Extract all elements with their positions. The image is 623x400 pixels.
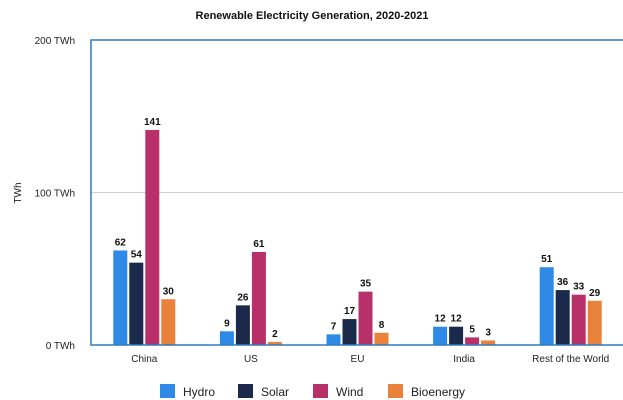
bar [358, 291, 373, 345]
bar [235, 305, 250, 345]
data-label: 35 [360, 279, 372, 290]
y-axis-ticks: 0 TWh 100 TWh 200 TWh [35, 36, 75, 352]
data-label: 36 [557, 277, 569, 288]
bar [342, 319, 357, 345]
data-label: 3 [485, 327, 491, 338]
bar [481, 340, 496, 345]
bar [539, 267, 554, 345]
legend: Hydro Solar Wind Bioenergy [160, 384, 465, 399]
data-label: 51 [541, 254, 553, 265]
data-label: 17 [344, 306, 356, 317]
bar [449, 326, 464, 345]
y-tick-label: 0 TWh [46, 341, 75, 352]
x-axis-ticks: China US EU India Rest of the World [131, 354, 609, 365]
legend-swatch [238, 384, 253, 398]
data-label: 33 [573, 282, 585, 293]
bar [113, 250, 128, 345]
data-label: 62 [115, 237, 127, 248]
legend-swatch [388, 384, 403, 398]
data-label: 26 [237, 292, 249, 303]
chart-title: Renewable Electricity Generation, 2020-2… [196, 10, 429, 22]
bar [555, 290, 570, 345]
data-label: 9 [224, 318, 230, 329]
data-label: 141 [144, 117, 161, 128]
legend-label: Bioenergy [411, 385, 465, 399]
bar [571, 294, 586, 345]
legend-label: Solar [261, 385, 289, 399]
x-tick-label: US [244, 354, 258, 365]
legend-label: Wind [336, 385, 363, 399]
data-label: 5 [469, 324, 475, 335]
data-label: 29 [589, 288, 601, 299]
bar [161, 299, 176, 345]
plot-frame [90, 39, 623, 346]
y-tick-label: 100 TWh [35, 189, 75, 200]
bar [251, 251, 266, 345]
legend-swatch [160, 384, 175, 398]
y-axis-label: TWh [13, 182, 24, 203]
data-label: 12 [451, 314, 463, 325]
y-tick-label: 200 TWh [35, 36, 75, 47]
x-tick-label: China [131, 354, 158, 365]
x-tick-label: EU [351, 354, 365, 365]
data-label: 61 [253, 239, 265, 250]
bar [433, 326, 448, 345]
data-label: 30 [163, 286, 175, 297]
bar [219, 331, 234, 345]
data-label: 8 [379, 320, 385, 331]
bar [465, 337, 480, 345]
bar [374, 332, 389, 345]
bar [587, 300, 602, 345]
data-label: 7 [331, 321, 337, 332]
bars: 62 9 7 12 51 54 26 17 12 36 141 61 35 5 33 30 2 8 3 29 [113, 117, 602, 345]
data-label: 2 [272, 329, 278, 340]
bar [145, 129, 160, 345]
data-label: 12 [435, 314, 447, 325]
data-label: 54 [131, 250, 143, 261]
bar [326, 334, 341, 345]
x-tick-label: India [453, 354, 475, 365]
bar [129, 262, 144, 345]
bar [267, 341, 282, 345]
legend-swatch [313, 384, 328, 398]
x-tick-label: Rest of the World [532, 354, 609, 365]
legend-label: Hydro [183, 385, 215, 399]
